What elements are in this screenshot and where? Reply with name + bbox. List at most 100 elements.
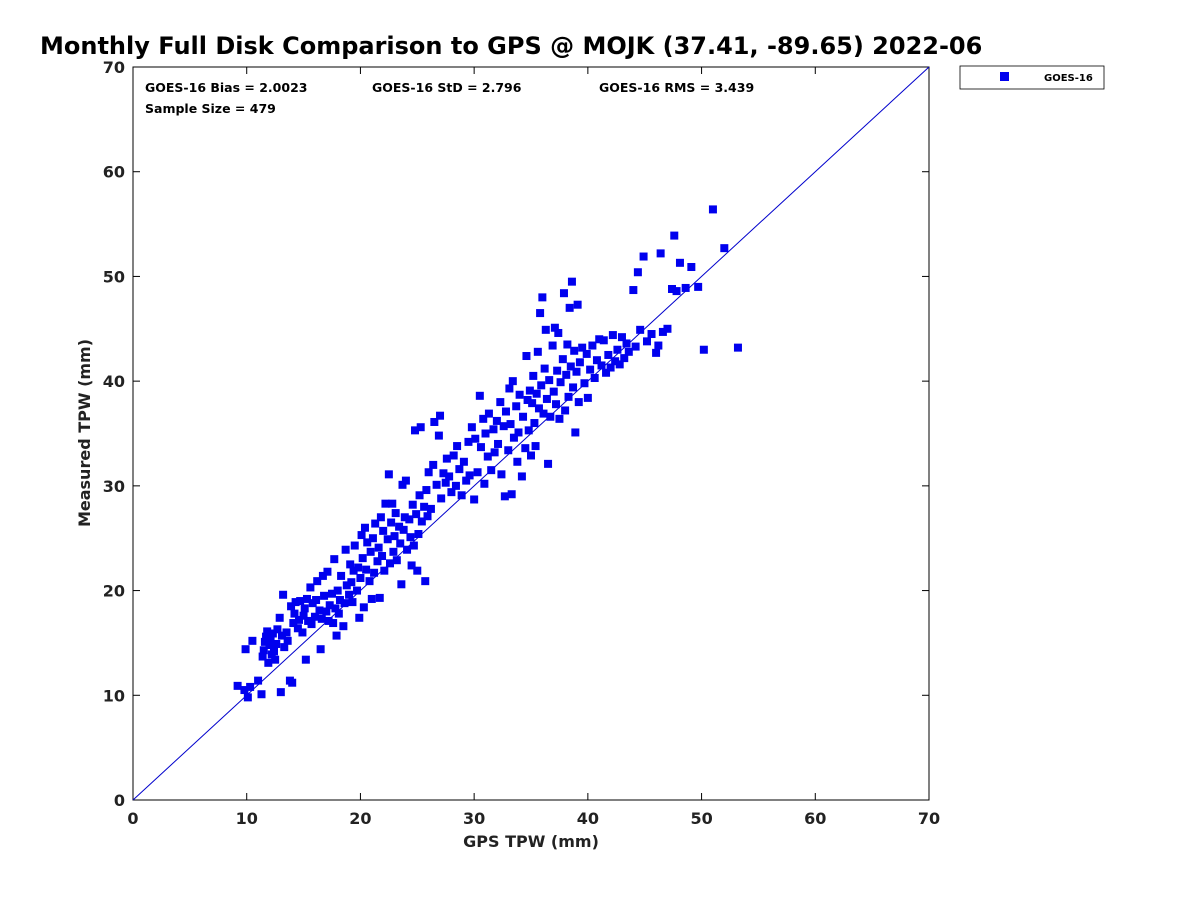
scatter-point [287,602,296,611]
scatter-point [720,244,729,253]
scatter-point [479,414,488,423]
scatter-point [401,476,410,485]
scatter-point [639,252,648,261]
scatter-point [501,407,510,416]
scatter-point [490,448,499,457]
scatter-point [492,416,501,425]
scatter-point [595,335,604,344]
x-tick-label: 0 [127,809,138,828]
scatter-point [273,625,282,634]
scatter-point [248,636,257,645]
scatter-point [553,366,562,375]
scatter-point [276,688,285,697]
scatter-point [459,457,468,466]
x-tick-label: 30 [463,809,485,828]
scatter-point [558,355,567,364]
scatter-point [489,425,498,434]
scatter-point [561,406,570,415]
scatter-point [313,577,322,586]
scatter-point [341,545,350,554]
scatter-point [544,459,553,468]
scatter-point [606,363,615,372]
scatter-point [521,444,530,453]
scatter-point [335,595,344,604]
scatter-point [312,595,321,604]
scatter-point [329,619,338,628]
scatter-point [295,615,304,624]
scatter-point [266,634,275,643]
scatter-point [424,468,433,477]
scatter-point [279,590,288,599]
scatter-point [527,451,535,460]
scatter-point [519,412,528,421]
scatter-point [291,598,300,607]
scatter-point [575,358,584,367]
scatter-point [508,377,517,386]
scatter-point [434,431,443,440]
scatter-point [530,419,539,428]
scatter-point [622,339,631,348]
scatter-point [405,515,414,524]
scatter-point [413,566,422,575]
scatter-point [506,420,515,429]
scatter-point [588,341,597,350]
scatter-point [499,422,508,431]
scatter-point [374,543,383,552]
scatter-point [534,404,543,413]
scatter-point [389,547,398,556]
scatter-point [422,486,431,495]
scatter-point [307,620,316,629]
rms-stat: GOES-16 RMS = 3.439 [599,80,754,95]
scatter-point [441,478,450,487]
scatter-point [538,293,547,302]
scatter-point [268,629,277,638]
legend-box [959,65,1105,90]
scatter-point [283,636,292,645]
scatter-point [358,554,367,563]
std-stat: GOES-16 StD = 2.796 [372,80,522,95]
scatter-point [380,566,389,575]
scatter-point [484,409,493,418]
scatter-point [323,567,332,576]
scatter-point [262,632,271,641]
sample-size-stat: Sample Size = 479 [145,101,276,116]
scatter-point [536,309,545,318]
scatter-point [415,491,424,500]
scatter-point [565,303,574,312]
scatter-point [420,502,429,511]
scatter-point [423,512,432,521]
scatter-point [620,354,629,363]
scatter-point [608,331,617,340]
scatter-point [455,465,464,474]
scatter-point [582,349,591,358]
scatter-point [240,686,249,695]
scatter-point [574,398,583,407]
scatter-point [300,604,309,613]
scatter-point [497,470,506,479]
scatter-point [602,368,611,377]
scatter-point [473,468,482,477]
scatter-point [681,283,690,292]
scatter-point [563,340,572,349]
scatter-point [687,263,696,272]
scatter-point [350,541,359,550]
scatter-point [475,391,484,400]
scatter-point [376,513,385,522]
scatter-point [529,371,538,380]
scatter-point [356,574,365,583]
scatter-point [411,426,420,435]
y-tick-label: 70 [103,58,125,77]
chart-title: Monthly Full Disk Comparison to GPS @ MO… [40,32,982,60]
scatter-point [383,535,392,544]
scatter-point [390,532,399,541]
scatter-point [353,586,362,595]
scatter-point [263,627,272,636]
scatter-point [406,533,415,542]
scatter-point [417,517,426,526]
scatter-point [416,423,425,432]
scatter-point [391,509,400,518]
scatter-point [436,411,445,420]
scatter-point [457,491,466,500]
scatter-point [315,606,324,615]
